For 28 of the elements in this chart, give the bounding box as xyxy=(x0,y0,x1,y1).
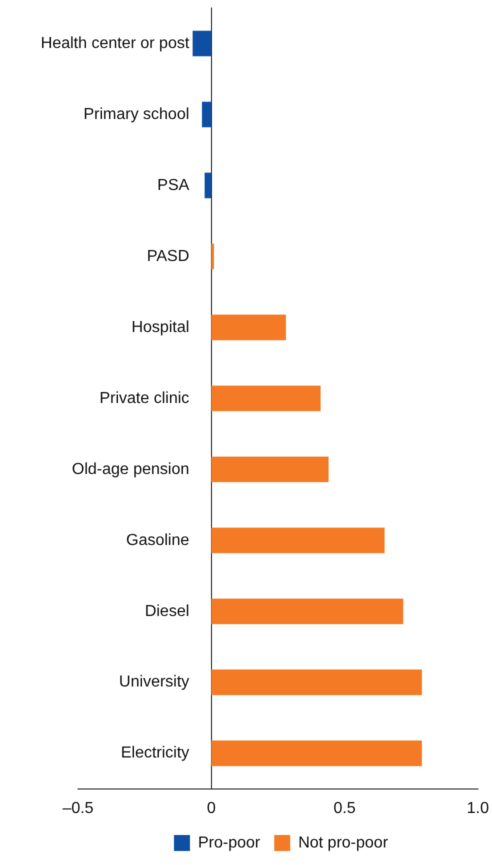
bar xyxy=(204,172,212,198)
bar xyxy=(211,670,422,696)
bar xyxy=(211,314,286,340)
y-tick-label: Private clinic xyxy=(99,390,190,407)
legend-label: Pro-poor xyxy=(198,834,261,852)
x-tick-label: 1.0 xyxy=(466,800,490,817)
y-tick-label: Electricity xyxy=(120,744,190,762)
bar xyxy=(192,30,212,56)
legend-label: Not pro-poor xyxy=(298,834,389,852)
y-tick-label: Health center or post xyxy=(40,34,190,52)
y-tick-label: Gasoline xyxy=(126,532,190,549)
y-tick-label: Primary school xyxy=(83,106,190,123)
y-tick-label: Hospital xyxy=(131,318,190,336)
bar xyxy=(211,456,329,482)
bar xyxy=(211,598,404,624)
y-tick-label: University xyxy=(119,674,190,691)
y-tick-label: Diesel xyxy=(144,602,190,620)
bar xyxy=(202,102,212,128)
bar xyxy=(211,386,321,412)
bar xyxy=(211,244,214,270)
y-tick-label: Old-age pension xyxy=(72,460,190,478)
bar xyxy=(211,740,422,766)
y-tick-label: PASD xyxy=(146,248,190,265)
x-tick-label: 0.5 xyxy=(333,800,356,817)
x-tick-label: –0.5 xyxy=(62,800,94,817)
y-tick-label: PSA xyxy=(157,176,190,194)
x-tick-label: 0 xyxy=(206,800,216,817)
bar xyxy=(211,528,385,554)
